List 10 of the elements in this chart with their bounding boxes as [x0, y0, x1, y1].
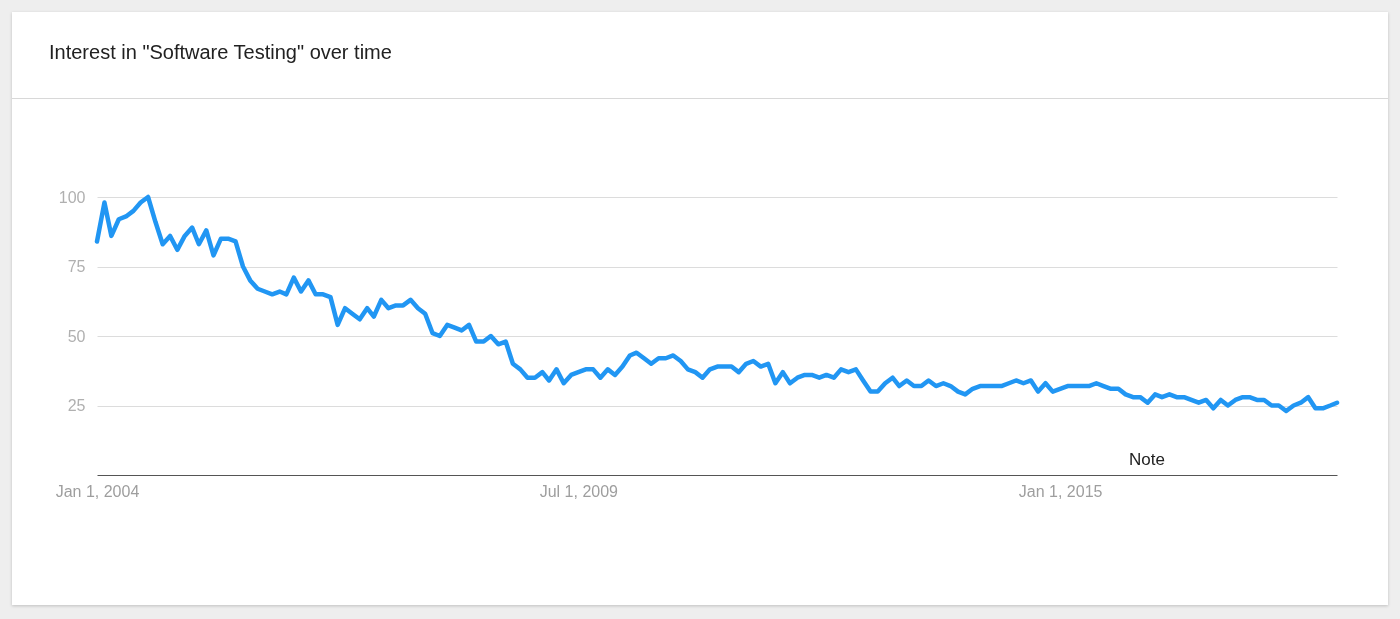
y-tick-label: 25	[67, 397, 86, 414]
y-tick-label: 75	[67, 258, 86, 275]
x-tick-label: Jan 1, 2004	[55, 482, 140, 500]
line-series	[94, 194, 1340, 414]
chart-title: Interest in "Software Testing" over time	[49, 41, 392, 63]
annotation: Note	[1129, 450, 1165, 469]
y-tick-label: 50	[67, 327, 86, 345]
x-tick-label: Jan 1, 2015	[1018, 482, 1103, 500]
y-tick-label: 100	[58, 188, 86, 206]
x-tick-label: Jul 1, 2009	[539, 482, 619, 500]
